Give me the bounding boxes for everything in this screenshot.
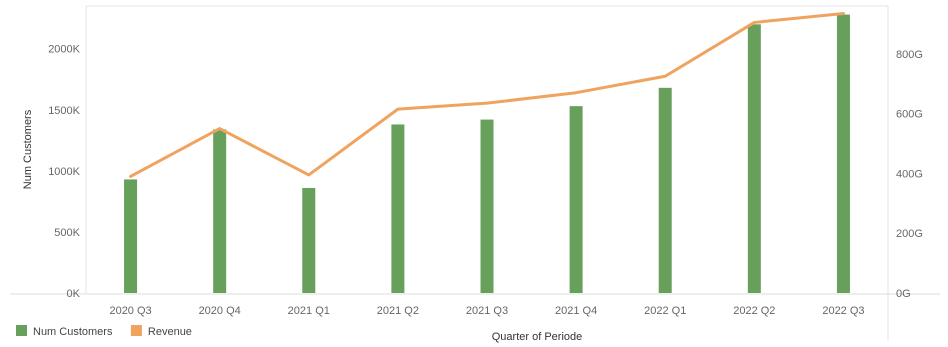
- legend-swatch: [16, 325, 27, 336]
- bar-2021-q3[interactable]: [480, 119, 494, 293]
- y-tick-label: 0K: [67, 288, 81, 300]
- x-axis-title: Quarter of Periode: [492, 331, 583, 343]
- revenue-line[interactable]: [129, 11, 845, 178]
- bar-2021-q2[interactable]: [391, 124, 405, 293]
- x-tick-label: 2021 Q2: [377, 305, 419, 317]
- bar-2020-q3[interactable]: [124, 179, 138, 293]
- y-tick-label: 2000K: [48, 44, 80, 56]
- y2-tick-label: 200G: [896, 228, 923, 240]
- x-tick-label: 2020 Q4: [199, 305, 241, 317]
- x-tick-label: 2021 Q3: [466, 305, 508, 317]
- left-axis: 0K 500K 1000K 1500K 2000K: [48, 44, 80, 300]
- y-tick-label: 1500K: [48, 105, 80, 117]
- x-tick-label: 2021 Q1: [288, 305, 330, 317]
- bar-2022-q2[interactable]: [747, 24, 761, 293]
- y-axis-title: Num Customers: [22, 109, 34, 189]
- x-tick-label: 2021 Q4: [555, 305, 597, 317]
- legend-label: Revenue: [148, 326, 192, 338]
- x-tick-label: 2022 Q1: [644, 305, 686, 317]
- x-tick-label: 2022 Q3: [822, 305, 864, 317]
- line-series: [129, 11, 845, 178]
- y2-tick-label: 800G: [896, 49, 923, 61]
- bar-2022-q1[interactable]: [658, 87, 672, 293]
- legend-swatch: [130, 325, 142, 336]
- plot-frame: [10, 5, 940, 340]
- x-tick-label: 2020 Q3: [109, 305, 151, 317]
- x-tick-label: 2022 Q2: [733, 305, 775, 317]
- y-tick-label: 500K: [54, 227, 80, 239]
- bar-series: [124, 14, 850, 293]
- bar-2020-q4[interactable]: [213, 129, 227, 293]
- bar-2021-q1[interactable]: [302, 187, 316, 293]
- right-axis: 0G 200G 400G 600G 800G: [896, 49, 923, 300]
- legend: Num Customers Revenue: [16, 325, 192, 338]
- x-axis: 2020 Q3 2020 Q4 2021 Q1 2021 Q2 2021 Q3 2021 …: [109, 305, 864, 317]
- y2-tick-label: 400G: [896, 168, 923, 180]
- y2-tick-label: 0G: [896, 288, 911, 300]
- bar-2022-q3[interactable]: [836, 14, 850, 293]
- y2-tick-label: 600G: [896, 109, 923, 121]
- y-tick-label: 1000K: [48, 166, 80, 178]
- legend-label: Num Customers: [33, 326, 113, 338]
- bar-2021-q4[interactable]: [569, 106, 583, 293]
